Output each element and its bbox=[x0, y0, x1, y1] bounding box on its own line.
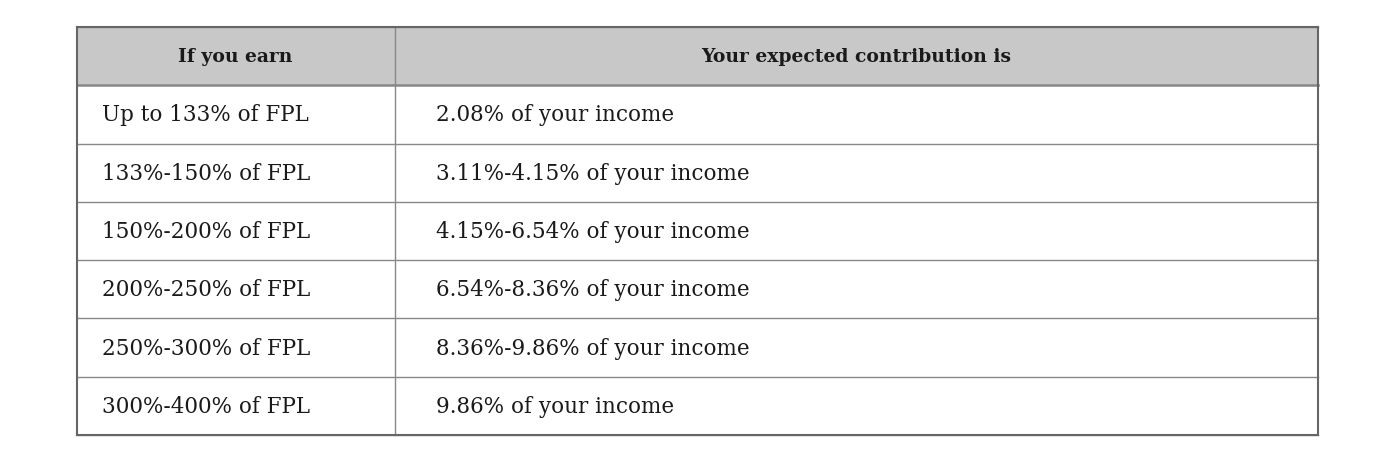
Text: 4.15%-6.54% of your income: 4.15%-6.54% of your income bbox=[437, 220, 751, 243]
Text: 8.36%-9.86% of your income: 8.36%-9.86% of your income bbox=[437, 337, 751, 359]
Bar bbox=[77, 28, 1318, 86]
Bar bbox=[77, 144, 1318, 202]
Text: Your expected contribution is: Your expected contribution is bbox=[702, 48, 1011, 66]
Text: 3.11%-4.15% of your income: 3.11%-4.15% of your income bbox=[437, 163, 751, 184]
Bar bbox=[77, 261, 1318, 319]
Bar bbox=[77, 202, 1318, 261]
Text: Up to 133% of FPL: Up to 133% of FPL bbox=[102, 104, 308, 126]
Bar bbox=[77, 86, 1318, 144]
Text: 2.08% of your income: 2.08% of your income bbox=[437, 104, 675, 126]
Text: 6.54%-8.36% of your income: 6.54%-8.36% of your income bbox=[437, 279, 751, 300]
Text: 300%-400% of FPL: 300%-400% of FPL bbox=[102, 395, 310, 417]
Text: 133%-150% of FPL: 133%-150% of FPL bbox=[102, 163, 310, 184]
Text: If you earn: If you earn bbox=[179, 48, 293, 66]
Bar bbox=[77, 377, 1318, 435]
Text: 9.86% of your income: 9.86% of your income bbox=[437, 395, 675, 417]
Text: 150%-200% of FPL: 150%-200% of FPL bbox=[102, 220, 310, 243]
Bar bbox=[77, 319, 1318, 377]
Text: 200%-250% of FPL: 200%-250% of FPL bbox=[102, 279, 310, 300]
Text: 250%-300% of FPL: 250%-300% of FPL bbox=[102, 337, 310, 359]
